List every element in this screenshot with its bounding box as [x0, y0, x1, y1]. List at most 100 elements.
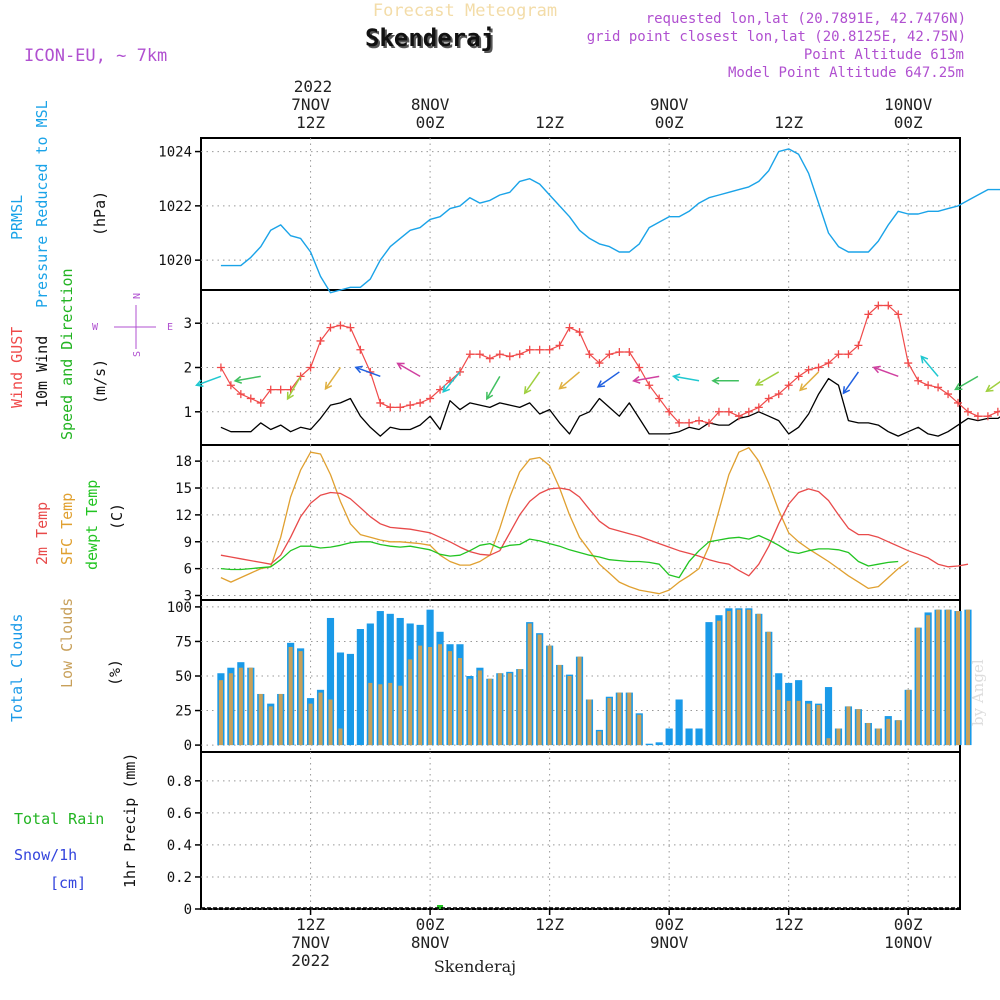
low-cloud-bar [726, 611, 731, 746]
low-cloud-bar [278, 693, 283, 746]
compass-south: S [132, 351, 143, 357]
gust-marker [904, 359, 913, 368]
panel-frames [200, 137, 961, 910]
gust-marker [336, 321, 345, 330]
top-date-label: 9NOV [650, 95, 689, 114]
low-cloud-bar [228, 673, 233, 746]
gust-marker [665, 407, 674, 416]
arrow-head [872, 365, 881, 374]
gust-marker [406, 401, 415, 410]
arrow-head [799, 383, 808, 392]
low-cloud-bar [597, 731, 602, 746]
gust-marker [954, 398, 963, 407]
low-cloud-bar [846, 706, 851, 746]
low-cloud-bar [886, 718, 891, 746]
gust-marker [924, 381, 933, 390]
arrow-shaft [559, 371, 580, 390]
arrow-shaft [286, 375, 302, 400]
chart-marks [195, 148, 1000, 909]
y-tick-label: 75 [175, 634, 192, 650]
gust-marker [475, 350, 484, 359]
total-cloud-bar [665, 728, 673, 746]
gust-marker [326, 323, 335, 332]
arrow-shaft [673, 375, 700, 382]
gust-marker [685, 418, 694, 427]
low-cloud-bar [965, 609, 970, 746]
gust-marker [585, 350, 594, 359]
wind-direction-arrow [920, 355, 939, 377]
arrow-head [632, 375, 641, 384]
low-cloud-bar [716, 620, 721, 746]
bottom-time-label: 00Z [655, 915, 684, 934]
gust-marker [615, 348, 624, 356]
y-tick-label: 1022 [158, 199, 192, 215]
arrow-head [442, 384, 451, 394]
wind-direction-arrow [799, 371, 820, 392]
low-cloud-bar [258, 693, 263, 746]
arrow-head [985, 384, 994, 393]
location-title: Skenderaj [365, 24, 495, 52]
top-date-label: 7NOV [291, 95, 330, 114]
panel-frame [200, 751, 961, 910]
wind-direction-arrow [985, 380, 1000, 393]
low-cloud-bar [218, 680, 223, 746]
arrow-head [396, 362, 405, 370]
credit-watermark: by Angel [969, 659, 987, 726]
y-tick-label: 6 [184, 562, 192, 578]
total-rain-label: Total Rain [14, 810, 104, 828]
gust-marker [505, 352, 514, 361]
arrow-head [486, 391, 494, 401]
arrow-head [354, 365, 363, 374]
gust-marker [306, 363, 315, 372]
arrow-shaft [755, 371, 780, 386]
gust-marker [485, 354, 494, 363]
gust-marker [226, 381, 235, 390]
bottom-time-label: 2022 [291, 951, 330, 970]
temp-2m-line [220, 487, 969, 577]
arrow-shaft [486, 375, 501, 400]
bottom-time-label: 00Z [416, 915, 445, 934]
gust-marker [436, 385, 445, 394]
low-cloud-bar [288, 646, 293, 746]
gust-marker [804, 365, 813, 374]
wind-gust-label: Wind GUST [8, 327, 26, 408]
wind-direction-arrow [671, 373, 700, 382]
y-tick-labels: 102010221024123369121518025507510000.20.… [158, 145, 192, 918]
gust-marker [555, 341, 564, 350]
y-tick-label: 18 [175, 454, 192, 470]
gust-marker [416, 398, 425, 407]
rain-bar [437, 905, 444, 909]
grid-point-coords: grid point closest lon,lat (20.8125E, 42… [587, 29, 966, 45]
low-cloud-bar [836, 728, 841, 746]
y-tick-label: 0 [184, 738, 192, 754]
gust-marker [854, 341, 863, 350]
wind-direction-arrow [324, 367, 342, 391]
y-tick-label: 50 [175, 669, 192, 685]
wind-10m-line [220, 377, 1000, 437]
top-time-label: 00Z [655, 113, 684, 132]
gust-marker [744, 407, 753, 416]
wind-gust-line [220, 304, 1000, 424]
low-cloud-bar [238, 667, 243, 746]
bottom-time-label: 12Z [774, 915, 803, 934]
product-title: Forecast Meteogram [373, 1, 557, 21]
gust-marker [695, 416, 704, 425]
bottom-time-label: 00Z [894, 915, 923, 934]
total-cloud-bar [386, 613, 394, 746]
gust-marker [645, 381, 654, 390]
low-cloud-bar [736, 609, 741, 746]
gust-marker [993, 407, 1000, 416]
gust-marker [774, 390, 783, 399]
wind-unit: (m/s) [91, 359, 109, 404]
low-cloud-bar [368, 682, 373, 746]
gust-marker [675, 418, 684, 427]
low-cloud-bar [557, 664, 562, 746]
y-tick-label: 0.2 [167, 870, 192, 886]
arrow-shaft [235, 375, 261, 382]
arrow-shaft [842, 371, 860, 394]
gust-marker [266, 385, 275, 394]
total-cloud-bar [685, 728, 693, 746]
gust-marker [724, 407, 733, 416]
wind-direction-arrow [442, 371, 461, 394]
